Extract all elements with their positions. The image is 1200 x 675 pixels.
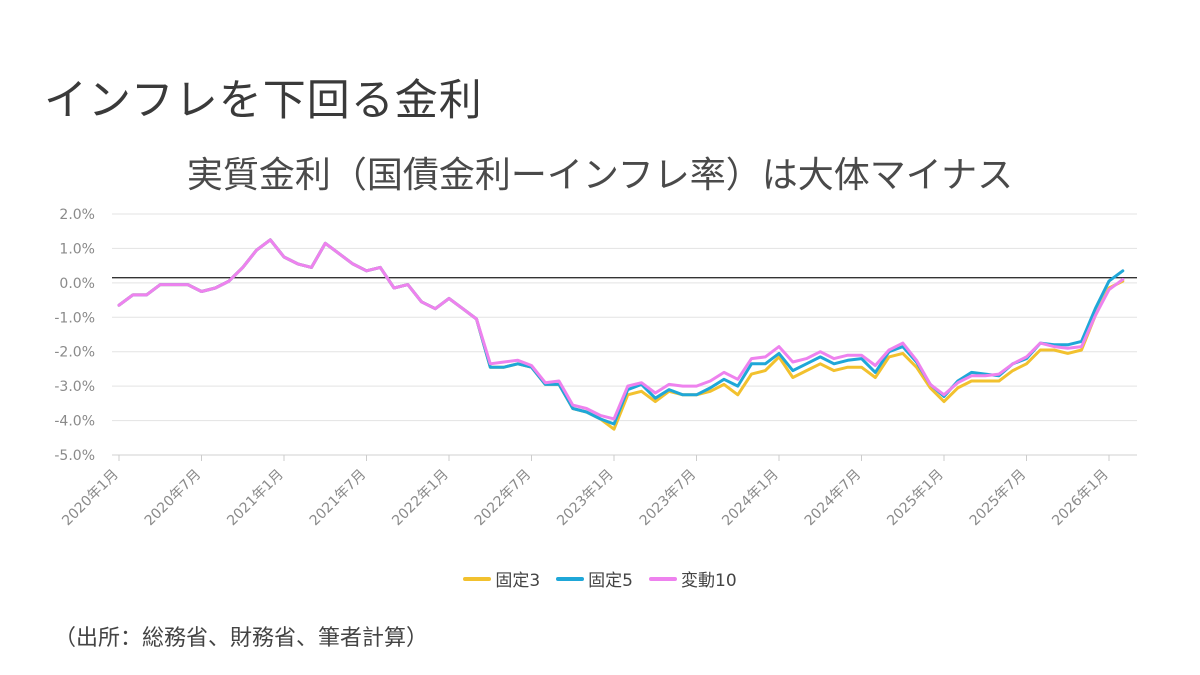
legend-item: 固定3 (463, 566, 540, 591)
x-tick-label: 2026年1月 (1049, 467, 1112, 530)
legend-swatch (463, 576, 492, 581)
legend-label: 固定5 (588, 571, 633, 591)
chart-title: 実質金利（国債金利ーインフレ率）は大体マイナス (186, 155, 1014, 196)
x-tick-label: 2025年7月 (967, 467, 1030, 530)
legend-label: 変動10 (681, 571, 737, 591)
x-tick-label: 2023年1月 (554, 467, 617, 530)
grid-lines (112, 213, 1137, 456)
series-line (117, 238, 1125, 421)
y-axis-ticks: 2.0% 1.0% 0.0% -1.0% -2.0% -3.0% -4.0% -5.0% (54, 207, 95, 464)
y-tick-label: -1.0% (54, 310, 95, 326)
x-tick-label: 2024年7月 (802, 467, 865, 530)
x-tick-label: 2021年1月 (224, 467, 287, 530)
y-tick-label: -2.0% (54, 345, 95, 361)
x-tick-label: 2020年1月 (59, 467, 122, 530)
x-axis-ticks: 2020年1月 2020年7月 2021年1月 2021年7月 2022年1月 2022年… (59, 455, 1112, 529)
x-tick-label: 2022年7月 (472, 467, 535, 530)
legend-item: 固定5 (556, 566, 633, 591)
y-tick-label: 0.0% (59, 276, 95, 292)
legend-label: 固定3 (495, 571, 541, 591)
x-tick-label: 2021年7月 (307, 467, 370, 530)
y-tick-label: 1.0% (59, 241, 95, 257)
legend: 固定3 固定5 変動10 (0, 566, 1200, 591)
x-tick-label: 2025年1月 (884, 467, 947, 530)
series-lines (117, 238, 1125, 431)
y-tick-label: 2.0% (59, 207, 95, 223)
y-tick-label: -4.0% (54, 414, 95, 430)
source-note: （出所：総務省、財務省、筆者計算） (54, 626, 429, 651)
y-tick-label: -5.0% (54, 448, 95, 464)
x-tick-label: 2023年7月 (637, 467, 700, 530)
series-line (117, 238, 1125, 426)
y-tick-label: -3.0% (54, 379, 95, 395)
legend-swatch (649, 576, 677, 581)
x-tick-label: 2024年1月 (719, 467, 782, 530)
x-tick-label: 2022年1月 (389, 467, 452, 530)
legend-swatch (556, 576, 585, 581)
x-tick-label: 2020年7月 (142, 467, 205, 530)
page-title: インフレを下回る金利 (44, 76, 483, 126)
legend-item: 変動10 (649, 566, 737, 591)
